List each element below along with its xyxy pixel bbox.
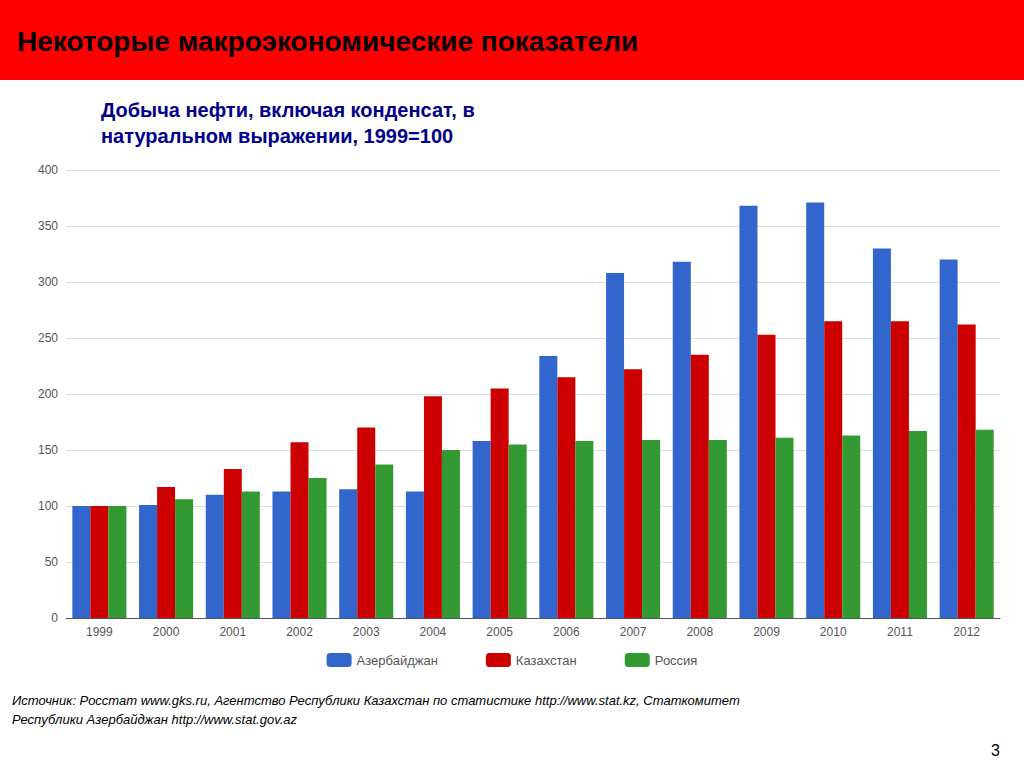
svg-text:2004: 2004	[420, 625, 447, 639]
svg-text:Республики Азербайджан http://: Республики Азербайджан http://www.stat.g…	[12, 712, 298, 727]
svg-text:Азербайджан: Азербайджан	[357, 653, 438, 668]
svg-text:250: 250	[38, 331, 58, 345]
svg-text:2005: 2005	[486, 625, 513, 639]
svg-text:2007: 2007	[620, 625, 647, 639]
svg-text:2001: 2001	[219, 625, 246, 639]
svg-text:2010: 2010	[820, 625, 847, 639]
svg-text:2012: 2012	[953, 625, 980, 639]
svg-text:2003: 2003	[353, 625, 380, 639]
svg-text:3: 3	[991, 742, 1000, 759]
svg-text:Казахстан: Казахстан	[516, 653, 577, 668]
svg-text:Источник: Росстат www.gks.ru,: Источник: Росстат www.gks.ru, Агентство …	[12, 693, 740, 708]
svg-text:Россия: Россия	[655, 653, 698, 668]
svg-text:200: 200	[38, 387, 58, 401]
svg-text:0: 0	[51, 611, 58, 625]
svg-text:400: 400	[38, 163, 58, 177]
svg-text:Некоторые макроэкономические п: Некоторые макроэкономические показатели	[17, 26, 638, 57]
svg-text:2009: 2009	[753, 625, 780, 639]
svg-text:300: 300	[38, 275, 58, 289]
svg-text:2011: 2011	[887, 625, 913, 639]
svg-text:2008: 2008	[686, 625, 713, 639]
svg-text:100: 100	[38, 499, 58, 513]
svg-text:150: 150	[38, 443, 58, 457]
svg-text:50: 50	[45, 555, 59, 569]
svg-text:1999: 1999	[86, 625, 113, 639]
svg-text:2006: 2006	[553, 625, 580, 639]
svg-text:натуральном выражении, 1999=10: натуральном выражении, 1999=100	[101, 125, 453, 147]
svg-text:350: 350	[38, 219, 58, 233]
svg-text:2000: 2000	[153, 625, 180, 639]
svg-text:Добыча нефти, включая конденса: Добыча нефти, включая конденсат, в	[101, 99, 475, 121]
svg-text:2002: 2002	[286, 625, 313, 639]
